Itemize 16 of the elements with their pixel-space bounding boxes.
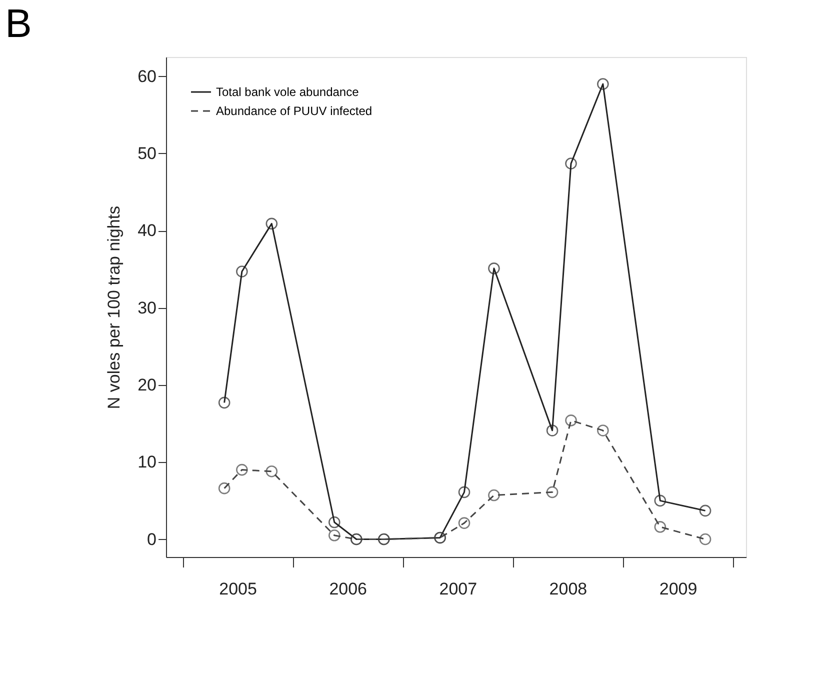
y-tick-label: 40 [138, 221, 156, 240]
y-tick-label: 30 [138, 298, 156, 318]
x-tick-label: 2009 [659, 580, 698, 598]
x-tick-label: 2007 [439, 580, 478, 598]
legend-label: Abundance of PUUV infected [216, 104, 372, 118]
y-tick-label: 0 [147, 530, 156, 549]
y-tick-label: 50 [138, 144, 156, 163]
x-tick-label: 2006 [329, 580, 368, 598]
y-tick-label: 60 [138, 66, 156, 86]
legend-label: Total bank vole abundance [216, 85, 360, 99]
y-tick-label: 20 [138, 375, 156, 394]
x-tick-label: 2005 [219, 580, 257, 598]
chart-title: B [5, 2, 32, 46]
y-axis-title: N voles per 100 trap nights [104, 206, 124, 410]
y-tick-label: 10 [138, 452, 156, 472]
x-tick-label: 2008 [549, 580, 588, 598]
